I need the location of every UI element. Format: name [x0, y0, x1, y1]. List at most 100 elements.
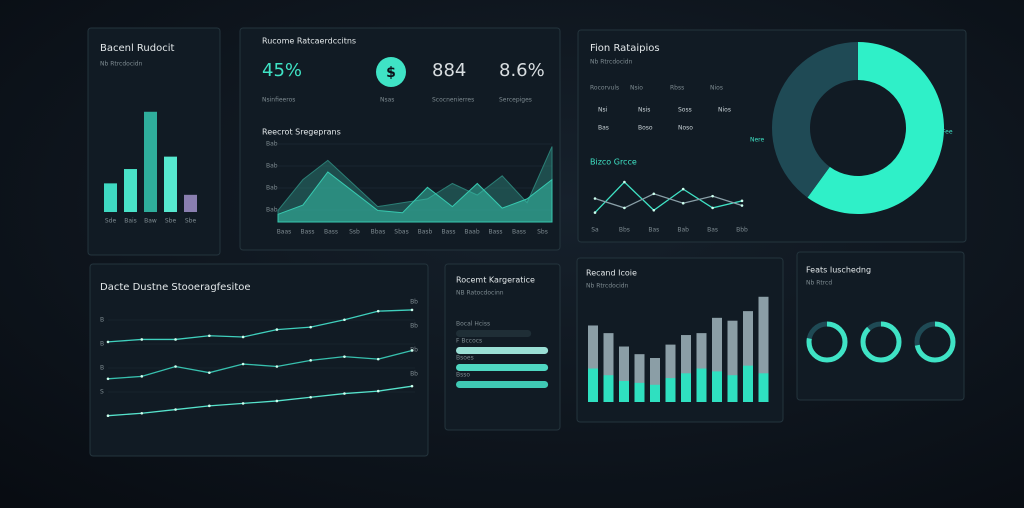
progress-bar [456, 330, 532, 337]
label: Boso [638, 125, 653, 132]
bar [634, 354, 645, 402]
label: Sbe [185, 218, 197, 225]
bar [696, 333, 707, 402]
label: Bass [324, 229, 338, 236]
point [343, 392, 346, 395]
bar [727, 320, 738, 402]
label: Nios [718, 107, 731, 114]
label: Nsis [638, 107, 650, 114]
label: Baas [277, 229, 292, 236]
bar [712, 317, 722, 402]
point [711, 206, 714, 210]
point [623, 180, 626, 184]
label: F Bccocs [456, 338, 482, 345]
label: B [100, 341, 104, 348]
point [174, 408, 177, 411]
bar [681, 335, 691, 402]
point [711, 194, 714, 198]
line [594, 193, 743, 209]
label: Bab [677, 227, 689, 234]
label: Nb Rtrcdocidn [590, 59, 633, 66]
label: Sde [105, 218, 117, 225]
point [343, 318, 346, 322]
label: Bais [124, 218, 137, 225]
progress-bar [456, 381, 549, 388]
label: Nb Rtrcdocidn [586, 283, 629, 290]
line [107, 385, 413, 417]
ring [806, 321, 848, 363]
point [208, 404, 211, 408]
label: S [100, 389, 104, 396]
label: Bab [266, 185, 278, 192]
label: 884 [432, 60, 466, 81]
label: Dacte Dustne Stooeragfesitoe [100, 282, 251, 293]
bar [588, 368, 598, 402]
bar [727, 375, 738, 402]
label: Bb [410, 371, 418, 378]
label: Bas [648, 227, 659, 234]
point [681, 201, 685, 205]
label: Feats Iuschedng [806, 266, 871, 275]
ring [860, 321, 902, 363]
bar [634, 382, 645, 402]
point [140, 338, 144, 341]
point [740, 204, 744, 207]
label: Basb [418, 229, 433, 236]
ring [914, 321, 956, 363]
progress-bar [456, 347, 549, 354]
bar [743, 365, 753, 402]
label: Baab [464, 229, 479, 236]
label: Fee [942, 129, 953, 136]
label: Bbs [619, 227, 630, 234]
point [376, 357, 380, 361]
point [106, 414, 110, 418]
area [277, 171, 553, 223]
label: Bocal Hciss [456, 321, 490, 328]
label: B [100, 365, 104, 372]
label: Bas [598, 125, 609, 132]
point [410, 308, 414, 312]
label: Bbb [736, 227, 748, 234]
point [275, 365, 279, 368]
point [309, 395, 312, 399]
bar [758, 373, 769, 402]
bar [681, 373, 691, 402]
donut-segment [807, 42, 945, 215]
label: Noso [678, 125, 693, 132]
bar [665, 344, 676, 402]
label: Soss [678, 107, 692, 114]
label: Rbss [670, 85, 684, 92]
label: Bb [410, 299, 418, 306]
label: Nsio [630, 85, 643, 92]
label: 8.6% [499, 60, 545, 81]
label: Reecrot Sregeprans [262, 128, 341, 137]
label: Ssb [349, 229, 360, 236]
label: Bass [441, 229, 455, 236]
panel [89, 263, 429, 457]
bar [603, 375, 614, 402]
bar [650, 384, 660, 402]
point [106, 340, 110, 344]
label: Bas [707, 227, 718, 234]
point [410, 384, 414, 388]
point [309, 325, 312, 329]
bar [124, 169, 137, 212]
bar [743, 311, 753, 402]
label: Bab [266, 207, 278, 214]
point [410, 349, 414, 352]
point [140, 411, 144, 415]
point [140, 375, 144, 378]
label: Bass [512, 229, 526, 236]
label: Sbe [165, 218, 177, 225]
label: Sa [591, 227, 599, 234]
label: Nios [710, 85, 723, 92]
label: Rocorvuls [590, 85, 619, 92]
label: Sbs [537, 229, 548, 236]
label: Nere [750, 137, 765, 144]
point [309, 359, 312, 362]
label: Nsas [380, 97, 394, 104]
bar [665, 378, 676, 402]
label: Baw [144, 218, 157, 225]
label: Nsinfieeros [262, 97, 295, 104]
